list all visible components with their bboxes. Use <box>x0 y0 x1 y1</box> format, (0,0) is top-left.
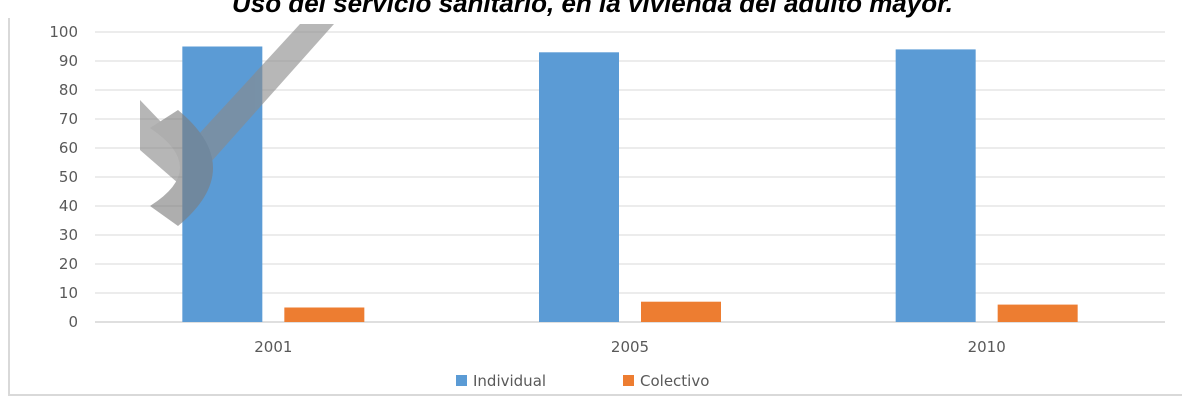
legend-label-colectivo: Colectivo <box>640 372 709 390</box>
y-tick-label: 80 <box>59 81 78 99</box>
y-tick-label: 30 <box>59 226 78 244</box>
y-tick-label: 70 <box>59 110 78 128</box>
legend-label-individual: Individual <box>473 372 546 390</box>
y-tick-label: 40 <box>59 197 78 215</box>
x-tick-label: 2010 <box>968 338 1006 356</box>
y-tick-label: 10 <box>59 284 78 302</box>
x-axis-ticks: 2001 2005 2010 <box>254 338 1006 356</box>
y-tick-label: 60 <box>59 139 78 157</box>
chart-frame <box>8 18 1182 396</box>
bar-colectivo-2005 <box>641 301 721 322</box>
legend-swatch-individual <box>456 375 467 386</box>
legend: Individual Colectivo <box>456 372 709 390</box>
y-axis-ticks: 0 10 20 30 40 50 60 70 80 90 100 <box>49 23 78 331</box>
bar-colectivo-2001 <box>284 307 365 322</box>
x-tick-label: 2001 <box>254 338 292 356</box>
bar-individual-2010 <box>895 49 976 323</box>
gridlines <box>95 31 1165 323</box>
y-tick-label: 90 <box>59 52 78 70</box>
bar-individual-2005 <box>539 52 619 323</box>
bars <box>182 46 1078 323</box>
check-mark-watermark <box>140 24 334 226</box>
y-tick-label: 100 <box>49 23 78 41</box>
chart-title: Uso del servicio sanitario, en la vivien… <box>231 0 954 18</box>
y-tick-label: 50 <box>59 168 78 186</box>
x-tick-label: 2005 <box>611 338 649 356</box>
y-tick-label: 0 <box>68 313 78 331</box>
y-tick-label: 20 <box>59 255 78 273</box>
legend-swatch-colectivo <box>623 375 634 386</box>
bar-colectivo-2010 <box>997 304 1078 322</box>
